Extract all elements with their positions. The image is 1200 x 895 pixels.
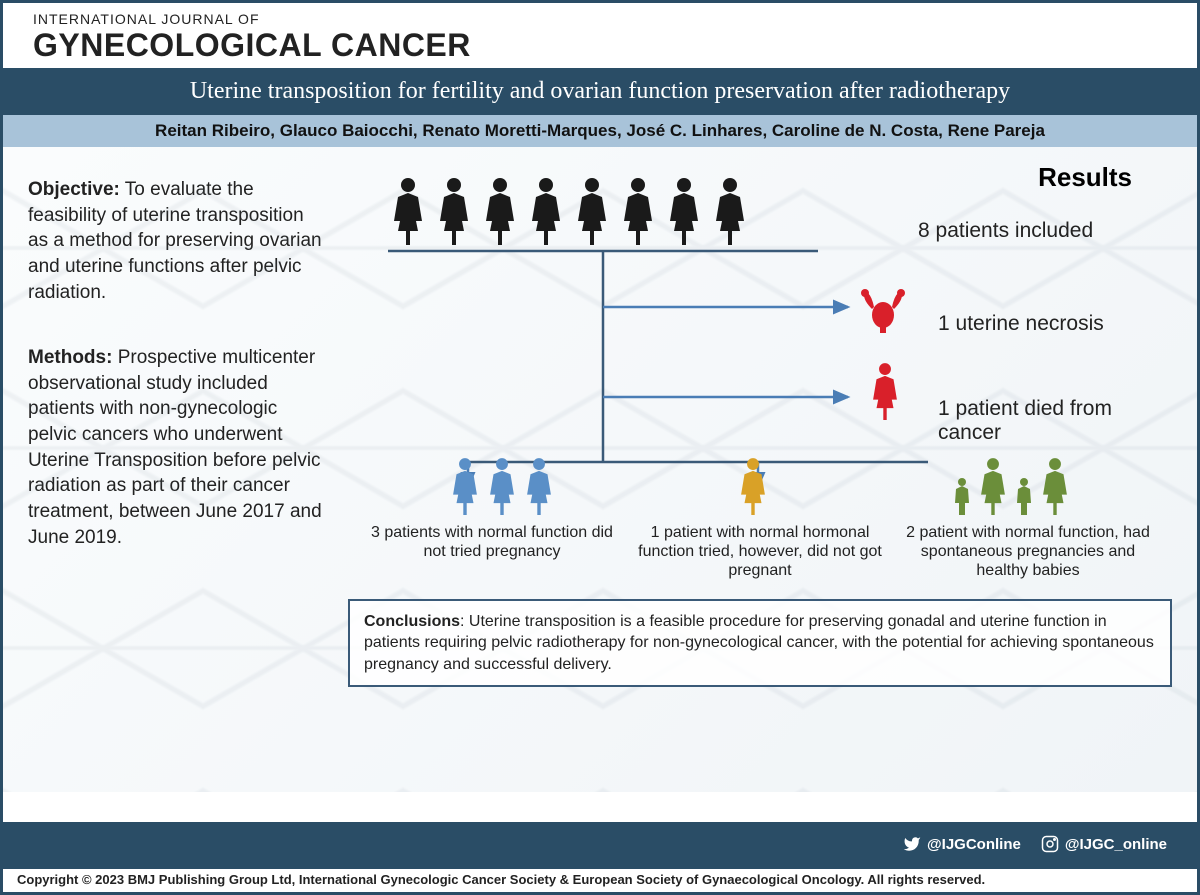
died-patient-icon [868, 362, 902, 427]
branch-label: 3 patients with normal function did not … [367, 523, 617, 581]
person-icon [868, 362, 902, 422]
twitter-text: @IJGConline [927, 836, 1021, 853]
content-area: Objective: To evaluate the feasibility o… [3, 147, 1197, 792]
branch-label: 1 patient with normal hormonal function … [635, 523, 885, 581]
instagram-text: @IJGC_online [1065, 836, 1167, 853]
person-icon [1038, 457, 1072, 517]
person-icon [664, 177, 704, 247]
instagram-handle: @IJGC_online [1041, 835, 1167, 853]
outcome-branches: 3 patients with normal function did not … [348, 457, 1172, 687]
person-icon [526, 177, 566, 247]
person-icon [522, 457, 556, 517]
branch-icon-row [348, 457, 1172, 517]
authors-list: Reitan Ribeiro, Glauco Baiocchi, Renato … [3, 115, 1197, 147]
branch-group [951, 457, 1072, 517]
necrosis-label: 1 uterine necrosis [938, 312, 1104, 336]
journal-name-line1: INTERNATIONAL JOURNAL OF [33, 11, 1167, 27]
person-icon [736, 457, 770, 517]
died-label: 1 patient died from cancer [938, 397, 1172, 445]
person-icon [448, 457, 482, 517]
paper-title: Uterine transposition for fertility and … [3, 68, 1197, 115]
left-column: Objective: To evaluate the feasibility o… [28, 167, 328, 550]
conclusions-text: : Uterine transposition is a feasible pr… [364, 613, 1154, 673]
uterus-icon [858, 287, 908, 342]
twitter-icon [903, 835, 921, 853]
instagram-icon [1041, 835, 1059, 853]
journal-header: INTERNATIONAL JOURNAL OF GYNECOLOGICAL C… [3, 3, 1197, 68]
methods-block: Methods: Prospective multicenter observa… [28, 345, 328, 550]
child-icon [951, 477, 973, 517]
methods-text: Prospective multicenter observational st… [28, 347, 322, 547]
child-icon [1013, 477, 1035, 517]
copyright-footer: Copyright © 2023 BMJ Publishing Group Lt… [3, 866, 1197, 892]
branch-label: 2 patient with normal function, had spon… [903, 523, 1153, 581]
included-patients-icons [388, 177, 750, 247]
results-area: Results 8 patients included 1 uterine ne… [348, 167, 1172, 782]
conclusions-label: Conclusions [364, 613, 460, 630]
conclusions-box: Conclusions: Uterine transposition is a … [348, 599, 1172, 688]
included-label: 8 patients included [918, 219, 1093, 243]
twitter-handle: @IJGConline [903, 835, 1021, 853]
person-icon [618, 177, 658, 247]
person-icon [388, 177, 428, 247]
person-icon [976, 457, 1010, 517]
objective-block: Objective: To evaluate the feasibility o… [28, 177, 328, 305]
methods-label: Methods: [28, 347, 112, 368]
person-icon [485, 457, 519, 517]
branch-label-row: 3 patients with normal function did not … [348, 523, 1172, 581]
person-icon [710, 177, 750, 247]
objective-label: Objective: [28, 179, 120, 200]
social-footer: @IJGConline @IJGC_online [3, 822, 1197, 866]
person-icon [480, 177, 520, 247]
results-heading: Results [1038, 162, 1132, 193]
person-icon [434, 177, 474, 247]
person-icon [572, 177, 612, 247]
branch-group [736, 457, 770, 517]
branch-group [448, 457, 556, 517]
journal-name-line2: GYNECOLOGICAL CANCER [33, 27, 1167, 64]
